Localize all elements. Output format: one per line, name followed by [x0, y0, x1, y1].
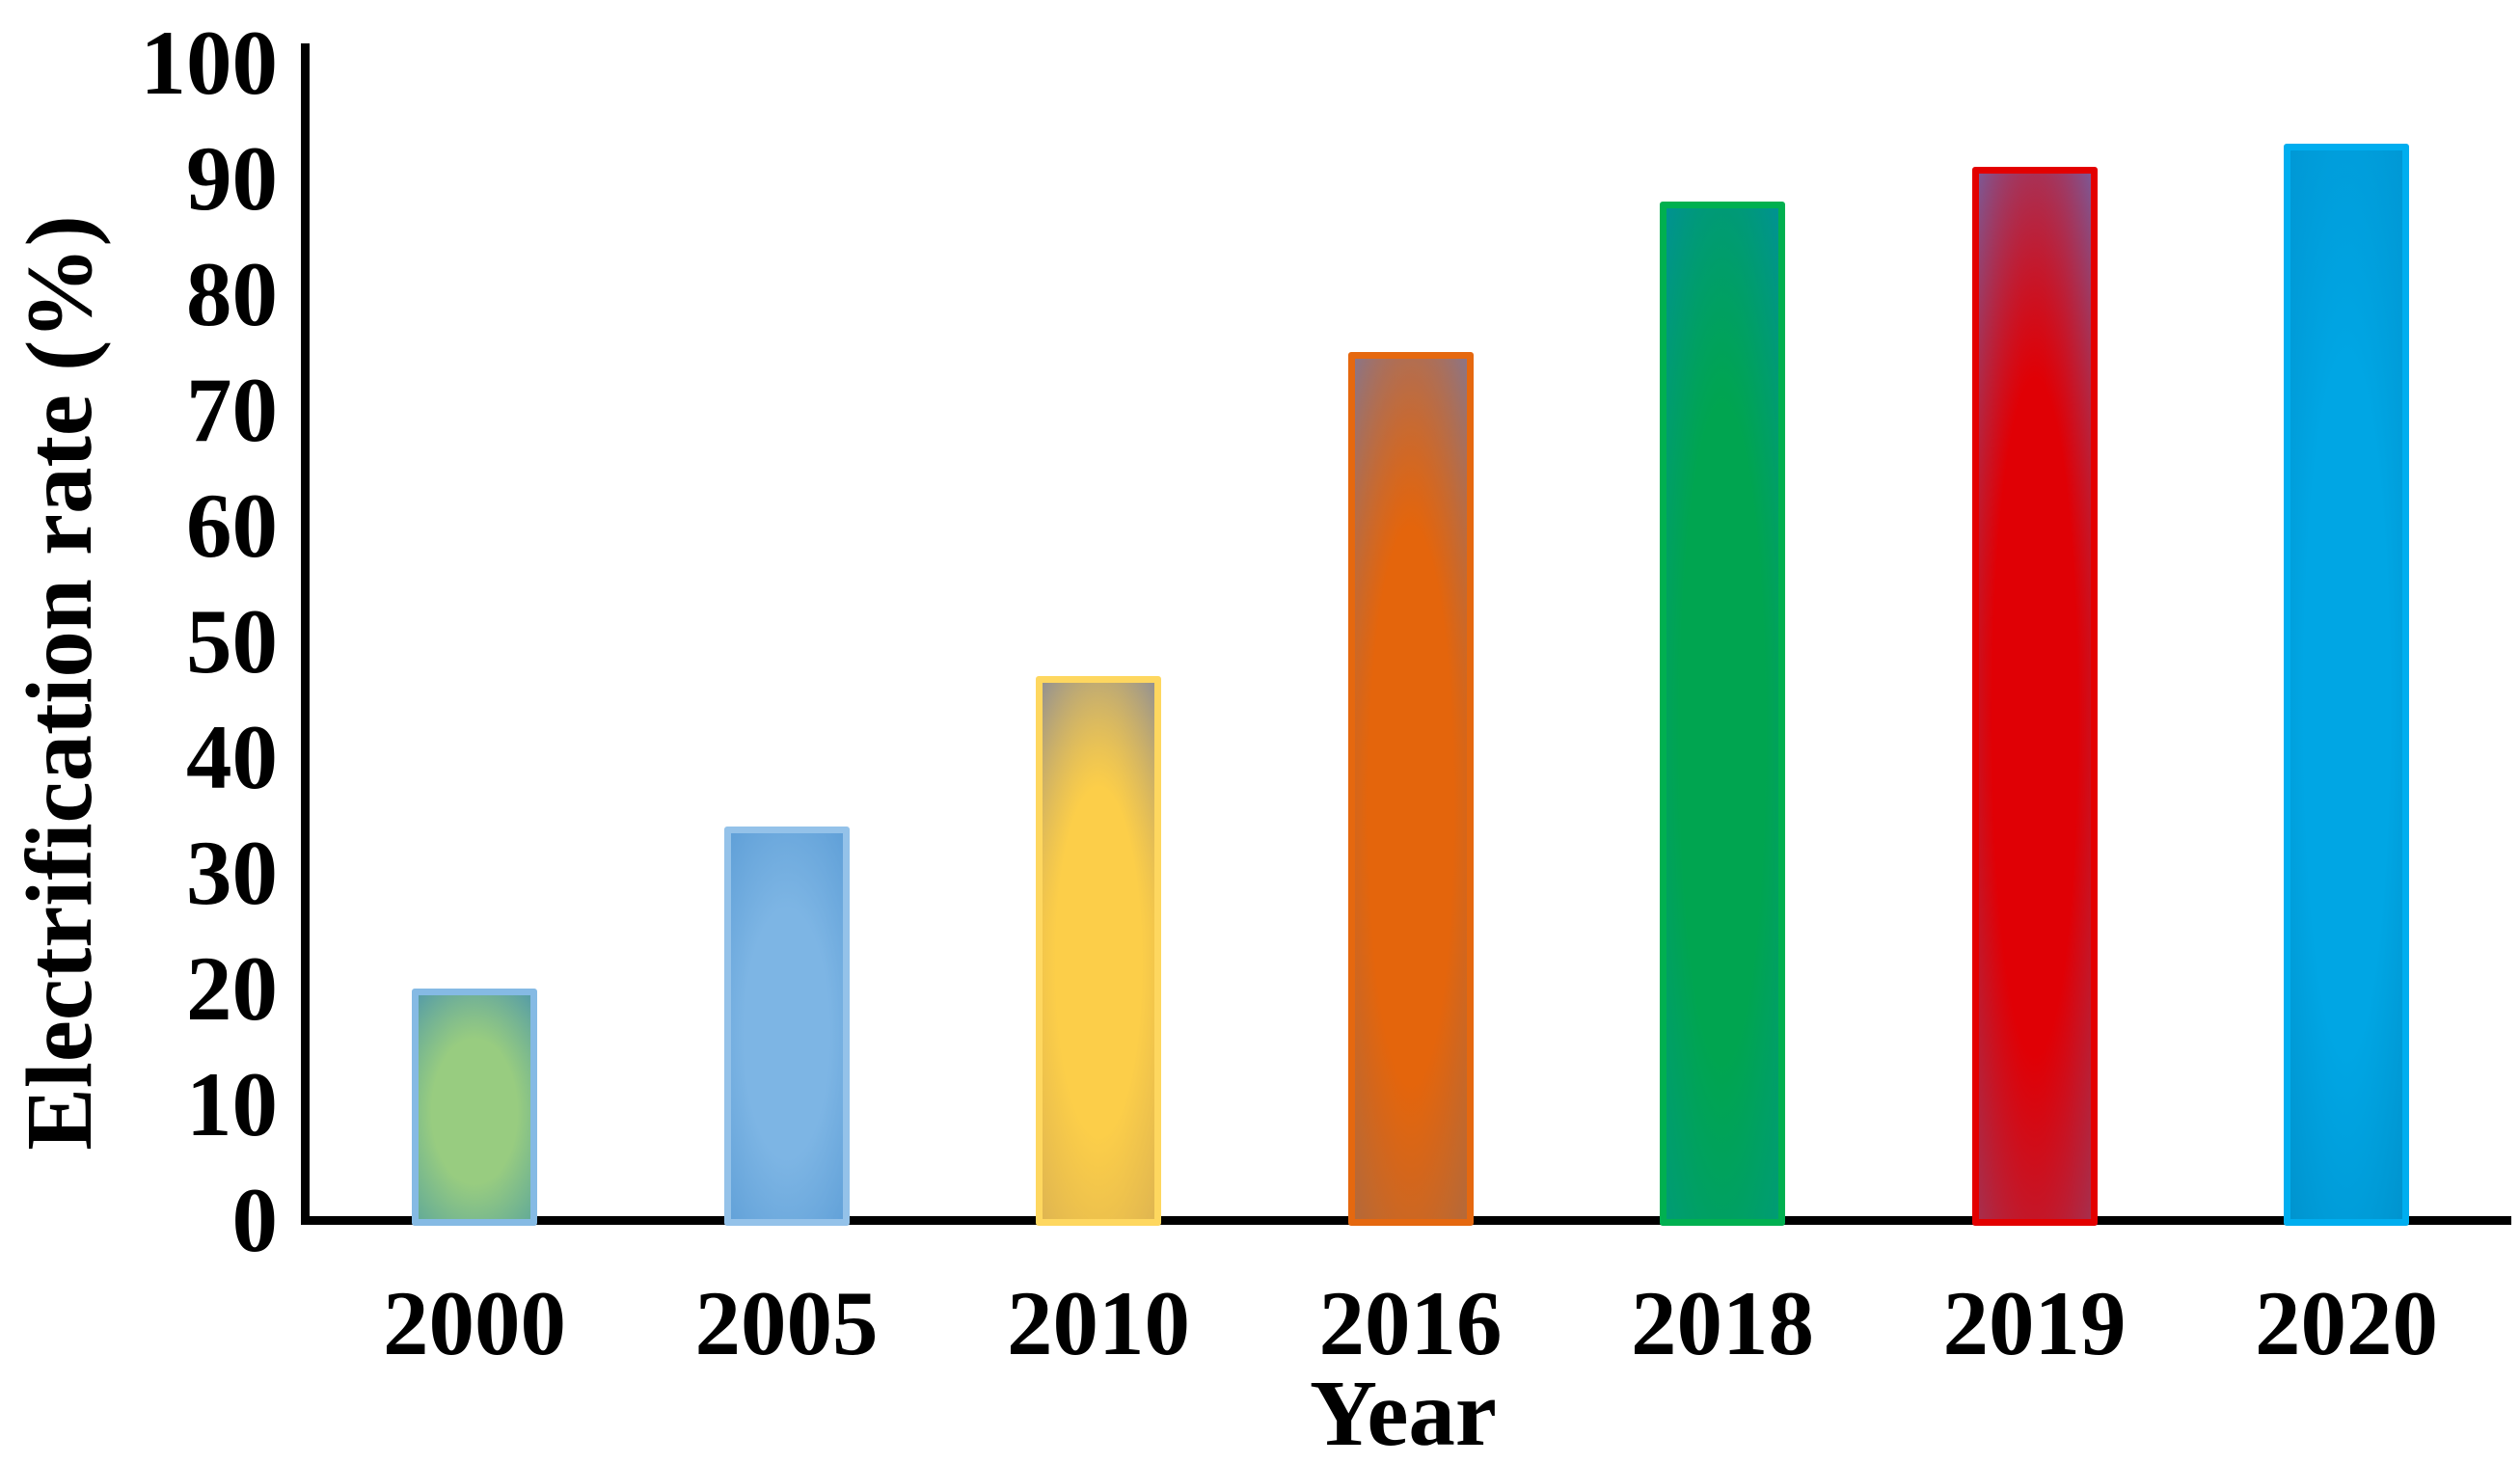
x-tick-label-2000: 2000 — [383, 1272, 566, 1374]
y-tick-label-10: 10 — [186, 1053, 278, 1155]
x-tick-label-2016: 2016 — [1318, 1272, 1503, 1374]
x-tick-label-2005: 2005 — [694, 1272, 879, 1374]
x-tick-label-2019: 2019 — [1942, 1272, 2127, 1374]
y-tick-label-40: 40 — [186, 706, 278, 808]
bar-2000 — [412, 989, 537, 1226]
y-tick-label-70: 70 — [186, 359, 278, 461]
y-axis-line — [301, 43, 310, 1225]
bar-2020 — [2284, 144, 2409, 1226]
y-tick-label-20: 20 — [186, 937, 278, 1040]
bar-2010 — [1036, 676, 1161, 1226]
bar-2005 — [723, 827, 850, 1226]
y-tick-label-50: 50 — [186, 590, 278, 692]
x-tick-label-2020: 2020 — [2255, 1272, 2438, 1374]
bar-2018 — [1660, 202, 1785, 1226]
y-tick-label-100: 100 — [140, 12, 279, 114]
y-tick-label-0: 0 — [231, 1169, 279, 1271]
y-tick-label-30: 30 — [186, 822, 278, 924]
x-tick-label-2018: 2018 — [1631, 1272, 1814, 1374]
y-tick-label-90: 90 — [186, 127, 278, 230]
x-tick-label-2010: 2010 — [1007, 1272, 1190, 1374]
y-tick-label-60: 60 — [186, 474, 278, 577]
bar-2019 — [1971, 167, 2098, 1226]
bar-2016 — [1347, 352, 1474, 1226]
y-tick-label-80: 80 — [186, 243, 278, 345]
x-axis-title: Year — [1310, 1362, 1497, 1464]
